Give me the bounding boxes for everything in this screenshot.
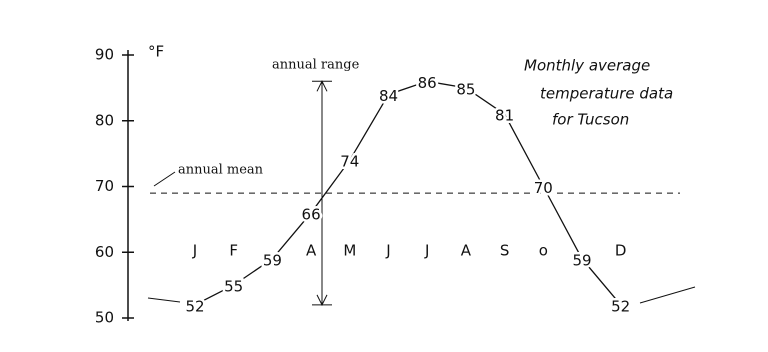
x-tick-label: J <box>385 242 390 260</box>
value-label: 81 <box>495 107 514 125</box>
x-tick-label: A <box>306 242 317 260</box>
value-label: 86 <box>418 74 437 92</box>
value-label: 59 <box>572 251 591 269</box>
value-label: 52 <box>185 297 204 315</box>
data-line <box>194 80 622 306</box>
value-label: 84 <box>379 87 398 105</box>
value-label: 59 <box>263 251 282 269</box>
x-tick-label: A <box>461 242 472 260</box>
next-year-stub <box>639 286 696 304</box>
x-tick-label: F <box>229 242 238 260</box>
y-tick-label: 50 <box>95 309 114 327</box>
y-tick-label: 60 <box>95 243 114 261</box>
y-tick-label: 70 <box>95 177 114 195</box>
mean-label: annual mean <box>178 163 264 178</box>
value-label: 52 <box>611 297 630 315</box>
x-tick-label: M <box>343 242 356 260</box>
x-tick-label: S <box>500 242 510 260</box>
value-label: 55 <box>224 278 243 296</box>
value-label: 74 <box>340 153 359 171</box>
chart-title: Monthly average <box>524 57 650 75</box>
x-tick-label: J <box>424 242 429 260</box>
value-label: 66 <box>302 205 321 223</box>
prev-year-stub <box>147 297 181 303</box>
value-label: 70 <box>534 179 553 197</box>
x-tick-label: D <box>615 242 627 260</box>
range-label: annual range <box>272 58 360 73</box>
x-tick-label: J <box>192 242 197 260</box>
y-axis-label: °F <box>148 43 164 61</box>
y-tick-label: 80 <box>95 111 114 129</box>
x-tick-label: o <box>539 242 548 260</box>
mean-pointer <box>153 171 176 187</box>
chart-title: for Tucson <box>552 111 629 129</box>
value-label: 85 <box>456 80 475 98</box>
chart-title: temperature data <box>540 85 673 103</box>
y-tick-label: 90 <box>95 46 114 64</box>
